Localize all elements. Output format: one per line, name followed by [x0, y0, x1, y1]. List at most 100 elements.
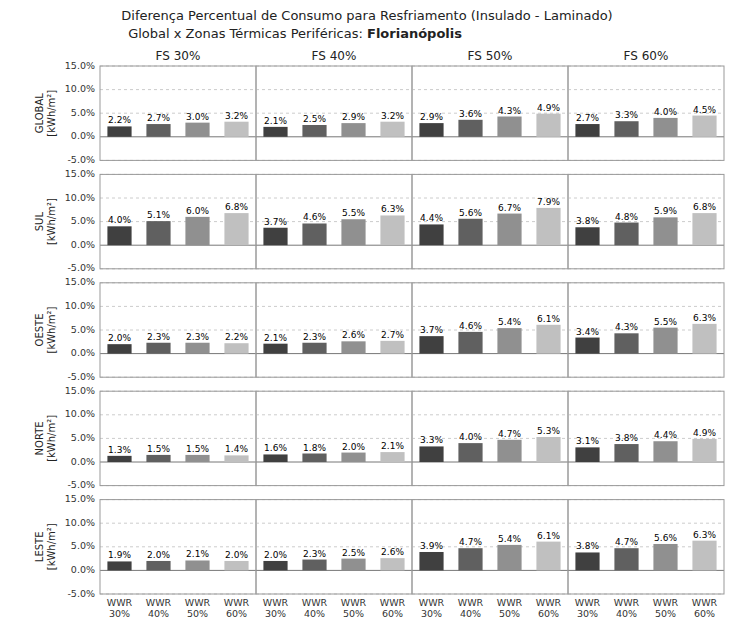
tick-label: 5.0% [71, 107, 95, 118]
data-label: 2.7% [381, 330, 404, 340]
axis-label-line: GLOBAL [34, 93, 45, 134]
bar [341, 559, 365, 571]
panel-frame [568, 391, 724, 485]
tick-label-line: WWR [458, 597, 484, 608]
tick-label-line: 40% [616, 608, 637, 619]
bar [419, 224, 443, 245]
grid-line [100, 306, 256, 307]
data-label: 5.5% [342, 208, 365, 218]
tick-label-line: 30% [421, 608, 442, 619]
data-label: 2.0% [342, 442, 365, 452]
tick-label: WWR50% [497, 597, 523, 619]
tick-label-line: WWR [185, 597, 211, 608]
tick-label: -5.0% [67, 262, 95, 273]
panel-frame [568, 66, 724, 160]
panel: 3.8%4.7%5.6%6.3%WWR30%WWR40%WWR50%WWR60% [568, 500, 724, 619]
tick-label: -5.0% [67, 154, 95, 165]
tick-label-line: WWR [380, 597, 406, 608]
grid [256, 500, 412, 594]
data-label: 2.9% [420, 112, 443, 122]
data-label: 2.3% [303, 332, 326, 342]
bar [575, 338, 599, 354]
tick-label: 15.0% [65, 385, 95, 396]
tick-label: WWR30% [575, 597, 601, 619]
axis-label-line: OESTE [34, 314, 45, 347]
data-label: 5.5% [654, 317, 677, 327]
data-label: 5.1% [147, 210, 170, 220]
data-label: 3.7% [264, 217, 287, 227]
title: Global x Zonas Térmicas Periféricas: [128, 26, 367, 41]
grid-line [568, 306, 724, 307]
grid [100, 174, 256, 268]
tick-label: WWR60% [380, 597, 406, 619]
tick-label-line: WWR [536, 597, 562, 608]
data-label: 2.0% [264, 550, 287, 560]
data-label: 4.0% [108, 215, 131, 225]
panel: 4.4%5.6%6.7%7.9% [412, 174, 568, 268]
grid-line [256, 89, 412, 90]
data-label: 2.0% [147, 550, 170, 560]
bars [575, 324, 716, 354]
panel: 3.7%4.6%5.4%6.1% [412, 283, 568, 377]
bar [614, 444, 638, 462]
grid [412, 174, 568, 268]
bar [302, 343, 326, 354]
panel-frame [256, 391, 412, 485]
bar [575, 552, 599, 570]
bar [380, 341, 404, 354]
tick-label: WWR40% [146, 597, 172, 619]
axis-label-line: [kWh/m²] [46, 415, 57, 462]
panel-frame [100, 500, 256, 594]
grid [256, 66, 412, 160]
bar [419, 336, 443, 353]
bars [419, 542, 560, 571]
tick-label-line: WWR [302, 597, 328, 608]
axis-label: NORTE[kWh/m²] [34, 415, 57, 462]
bar [536, 437, 560, 462]
data-label: 3.9% [420, 541, 443, 551]
panel-frame [100, 391, 256, 485]
bars [419, 325, 560, 354]
tick-label-line: 50% [343, 608, 364, 619]
bars [107, 343, 248, 354]
bar [575, 447, 599, 462]
tick-label: 0.0% [71, 564, 95, 575]
bar [497, 117, 521, 137]
axis-label: GLOBAL[kWh/m²] [34, 90, 57, 137]
bar [341, 341, 365, 353]
bar [224, 561, 248, 570]
tick-label: 5.0% [71, 540, 95, 551]
data-label: 2.1% [186, 549, 209, 559]
bar [497, 545, 521, 570]
data-label: 6.8% [225, 202, 248, 212]
tick-label: 10.0% [65, 408, 95, 419]
panel: 2.0%2.3%2.5%2.6%WWR30%WWR40%WWR50%WWR60% [256, 500, 412, 619]
bars [107, 213, 248, 245]
panel: 1.6%1.8%2.0%2.1% [256, 391, 412, 485]
bar [263, 561, 287, 570]
bar [653, 328, 677, 354]
panel-frame [568, 174, 724, 268]
data-label: 6.3% [693, 313, 716, 323]
panel-frame [256, 283, 412, 377]
grid-line [412, 414, 568, 415]
data-label: 4.3% [615, 322, 638, 332]
tick-label: 10.0% [65, 192, 95, 203]
data-label: 6.8% [693, 202, 716, 212]
data-label: 3.1% [576, 436, 599, 446]
bar [692, 439, 716, 462]
panel-frame [256, 500, 412, 594]
bar [107, 456, 131, 462]
data-label: 4.7% [498, 429, 521, 439]
panel: 1.9%2.0%2.1%2.0%-5.0%0.0%5.0%10.0%15.0%W… [34, 493, 256, 619]
bar [419, 552, 443, 570]
panel: 2.9%3.6%4.3%4.9%FS 50% [412, 49, 568, 160]
grid [412, 283, 568, 377]
data-label: 2.5% [303, 114, 326, 124]
panel: 3.7%4.6%5.5%6.3% [256, 174, 412, 268]
bar [653, 217, 677, 245]
grid-line [568, 198, 724, 199]
data-label: 2.7% [576, 113, 599, 123]
bar [302, 454, 326, 462]
tick-label: WWR40% [614, 597, 640, 619]
